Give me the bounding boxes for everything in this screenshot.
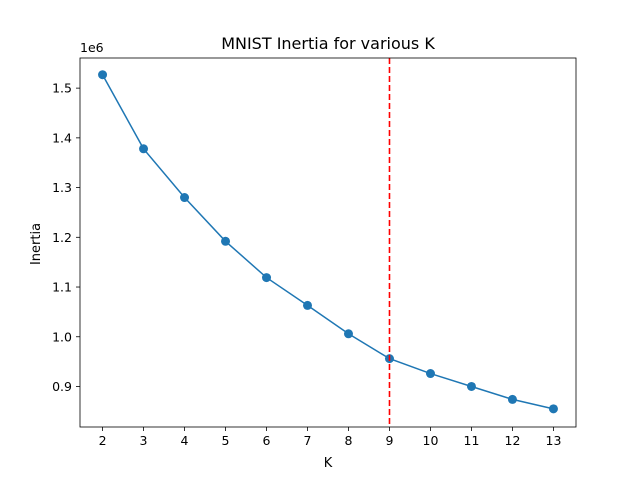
y-tick-label: 1.5 xyxy=(52,81,72,96)
data-point xyxy=(180,193,190,203)
y-tick-label: 1.1 xyxy=(52,280,72,295)
data-point xyxy=(507,394,517,404)
y-tick-label: 0.9 xyxy=(52,379,72,394)
y-tick-label: 1.0 xyxy=(52,329,72,344)
chart-title: MNIST Inertia for various K xyxy=(221,34,435,53)
x-axis-label: K xyxy=(324,456,333,471)
data-point xyxy=(303,300,313,310)
x-tick-label: 5 xyxy=(222,433,230,448)
y-axis-label: Inertia xyxy=(29,223,44,265)
y-tick-label: 1.3 xyxy=(52,180,72,195)
x-tick-label: 12 xyxy=(505,433,521,448)
data-point xyxy=(548,404,558,414)
plot-area: 2 3 4 5 6 7 8 9 10 11 12 13 0.9 1.0 1.1 1.2 1.3 1.4 1.5 xyxy=(52,57,577,448)
data-point xyxy=(425,369,435,379)
data-point xyxy=(139,144,149,154)
plot-frame xyxy=(79,57,577,428)
data-point xyxy=(466,381,476,391)
data-point xyxy=(262,273,272,283)
data-point xyxy=(98,70,108,80)
data-point xyxy=(343,329,353,339)
x-tick-label: 3 xyxy=(140,433,148,448)
x-tick-label: 6 xyxy=(263,433,271,448)
data-point xyxy=(221,236,231,246)
x-tick-label: 8 xyxy=(345,433,353,448)
x-tick-label: 4 xyxy=(181,433,189,448)
y-tick-label: 1.4 xyxy=(52,130,72,145)
x-tick-label: 13 xyxy=(546,433,562,448)
x-tick-label: 7 xyxy=(304,433,312,448)
y-tick-label: 1.2 xyxy=(52,230,72,245)
x-tick-label: 10 xyxy=(423,433,439,448)
series-line xyxy=(101,74,554,410)
x-tick-label: 9 xyxy=(386,433,394,448)
y-axis-offset-label: 1e6 xyxy=(80,40,104,55)
x-tick-label: 2 xyxy=(99,433,107,448)
x-tick-label: 11 xyxy=(464,433,480,448)
